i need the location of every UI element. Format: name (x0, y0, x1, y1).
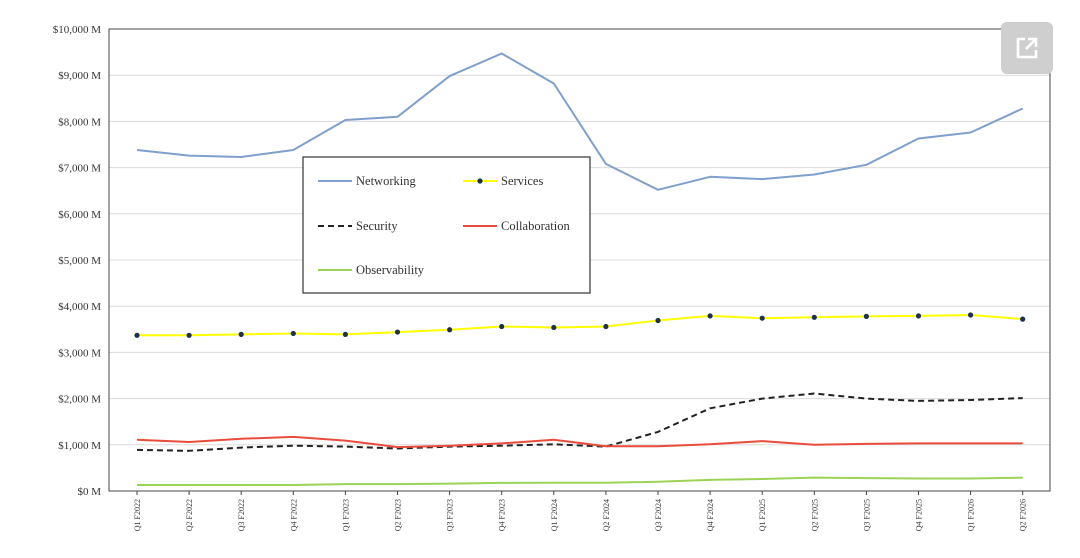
series-point-services (968, 312, 974, 318)
series-point-services (290, 330, 296, 337)
series-line-services (137, 314, 1023, 337)
external-link-icon (1016, 37, 1038, 59)
x-tick-label: Q3 F2025 (862, 499, 871, 531)
legend-label: Networking (356, 174, 416, 188)
series-point-services (863, 313, 870, 319)
series-point-services (759, 315, 765, 321)
x-tick-label: Q2 F2024 (602, 499, 611, 531)
series-point-services (342, 331, 348, 337)
series-line-observability (137, 476, 1023, 486)
x-tick-label: Q2 F2022 (185, 499, 194, 531)
x-tick-label: Q1 F2023 (341, 499, 350, 531)
y-tick-label: $4,000 M (58, 301, 101, 313)
y-tick-label: $9,000 M (58, 70, 101, 82)
x-tick-label: Q2 F2023 (394, 499, 403, 531)
x-tick-label: Q1 F2022 (133, 499, 142, 531)
y-tick-label: $0 M (77, 486, 101, 498)
series-point-services (915, 313, 922, 319)
x-tick-label: Q2 F2025 (810, 499, 819, 531)
y-tick-label: $2,000 M (58, 394, 101, 406)
y-tick-label: $1,000 M (58, 440, 101, 452)
legend-label: Collaboration (501, 219, 570, 233)
series-point-services (655, 317, 661, 324)
legend-label: Services (501, 174, 543, 188)
legend-label: Security (356, 219, 398, 233)
legend: Networking Services Security Collaboration O… (302, 156, 591, 294)
x-tick-label: Q3 F2023 (446, 499, 455, 531)
x-tick-label: Q4 F2022 (289, 499, 298, 531)
series-point-services (603, 323, 609, 330)
y-tick-label: $6,000 M (58, 209, 101, 221)
x-tick-label: Q3 F2024 (654, 499, 663, 531)
x-tick-label: Q3 F2022 (237, 499, 246, 531)
series-point-services (707, 313, 713, 319)
x-tick-label: Q1 F2026 (967, 499, 976, 531)
legend-marker (477, 178, 483, 184)
series-point-services (238, 331, 244, 337)
x-tick-label: Q4 F2025 (915, 499, 924, 531)
legend-label: Observability (356, 263, 425, 277)
plot-area-border (108, 28, 1051, 492)
series-point-services (811, 314, 817, 320)
series-lines (134, 52, 1026, 486)
series-line-networking (136, 52, 1024, 191)
x-tick-label: Q1 F2024 (550, 499, 559, 531)
series-line-security (136, 392, 1023, 452)
y-tick-label: $8,000 M (58, 116, 101, 128)
x-tick-label: Q2 F2026 (1019, 499, 1028, 531)
x-tick-label: Q1 F2025 (758, 499, 767, 531)
series-point-services (499, 323, 505, 330)
axes: $0 M $1,000 M $2,000 M $3,000 M $4,000 M $5,0… (53, 24, 1051, 531)
series-line-collaboration (136, 435, 1023, 449)
series-point-services (551, 324, 557, 331)
series-point-services (134, 332, 140, 338)
y-tick-label: $3,000 M (58, 347, 101, 359)
x-tick-label: Q4 F2023 (498, 499, 507, 531)
series-point-services (186, 332, 192, 338)
series-point-services (394, 329, 401, 335)
y-tick-label: $5,000 M (58, 255, 101, 267)
x-tick-label: Q4 F2024 (706, 499, 715, 531)
expand-button[interactable] (1001, 22, 1053, 74)
series-point-services (447, 327, 453, 333)
y-tick-label: $7,000 M (58, 163, 101, 175)
series-point-services (1020, 316, 1026, 322)
y-tick-label: $10,000 M (53, 24, 102, 36)
